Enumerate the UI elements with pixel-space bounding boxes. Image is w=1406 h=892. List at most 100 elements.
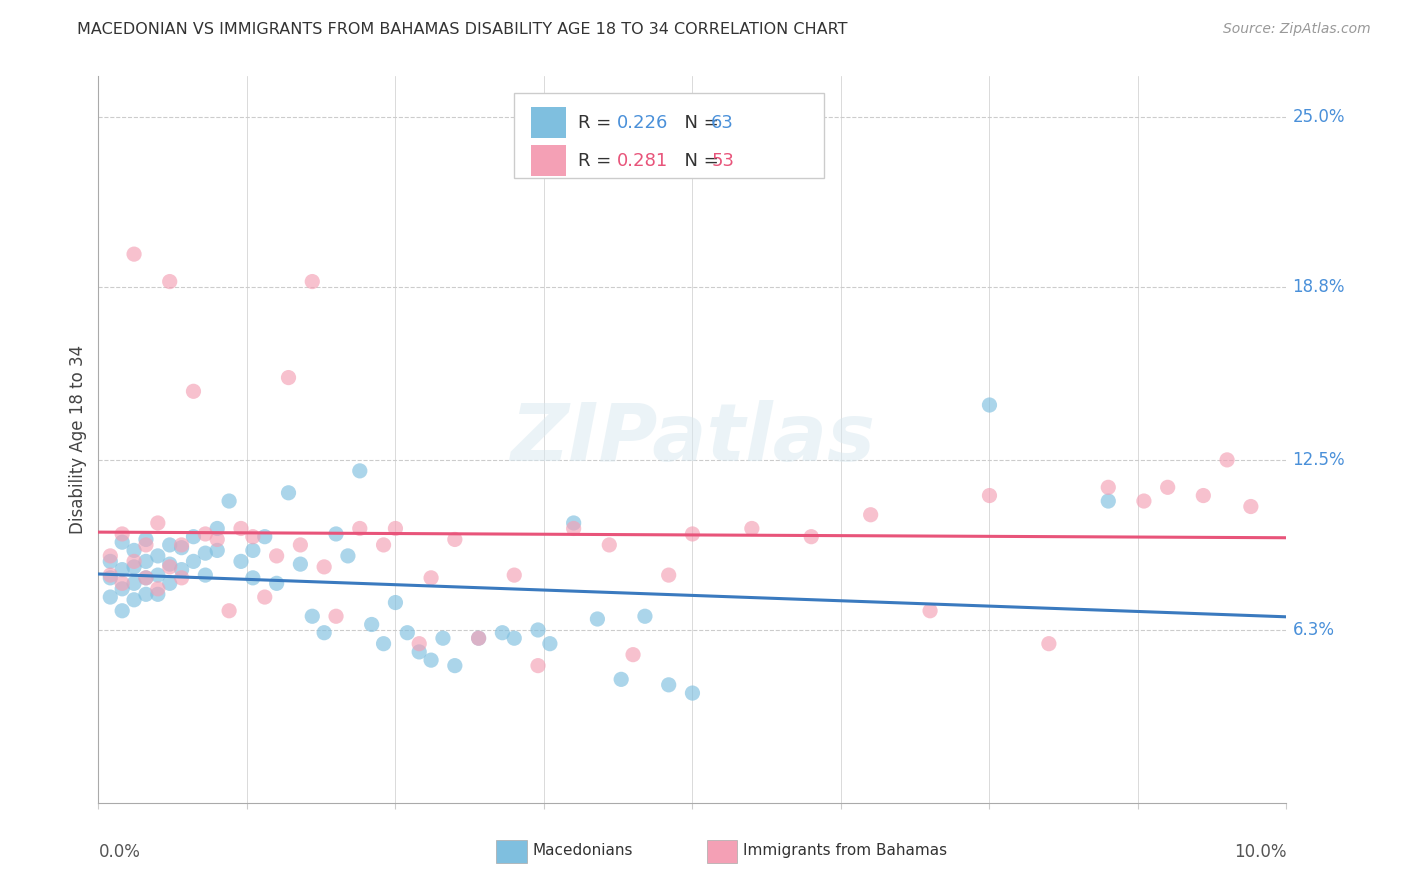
Point: [562, 521, 585, 535]
Text: Source: ZipAtlas.com: Source: ZipAtlas.com: [1223, 22, 1371, 37]
Point: [658, 568, 681, 582]
Point: [253, 530, 276, 544]
Point: [122, 554, 145, 568]
Point: [111, 582, 134, 596]
Text: 63: 63: [711, 113, 734, 131]
Point: [314, 625, 336, 640]
Text: 6.3%: 6.3%: [1292, 621, 1334, 639]
Point: [586, 612, 609, 626]
Point: [1240, 500, 1263, 514]
Text: N =: N =: [673, 152, 724, 169]
Point: [349, 464, 371, 478]
Point: [194, 527, 217, 541]
Point: [159, 275, 181, 289]
Point: [218, 494, 240, 508]
Point: [242, 543, 264, 558]
Point: [159, 557, 181, 571]
Point: [384, 521, 406, 535]
Point: [135, 538, 157, 552]
Point: [443, 658, 465, 673]
Point: [443, 533, 465, 547]
Point: [98, 571, 121, 585]
Point: [146, 516, 169, 530]
Point: [218, 604, 240, 618]
Point: [135, 571, 157, 585]
Point: [135, 554, 157, 568]
Point: [135, 587, 157, 601]
Point: [122, 592, 145, 607]
Point: [242, 530, 264, 544]
Point: [1133, 494, 1156, 508]
Point: [527, 658, 550, 673]
Point: [325, 609, 347, 624]
Point: [384, 595, 406, 609]
Point: [491, 625, 513, 640]
Point: [122, 543, 145, 558]
Point: [205, 543, 228, 558]
Point: [301, 275, 323, 289]
Point: [1216, 453, 1239, 467]
Point: [146, 549, 169, 563]
Point: [1097, 480, 1119, 494]
Point: [111, 527, 134, 541]
Text: 10.0%: 10.0%: [1234, 843, 1286, 861]
Text: R =: R =: [578, 152, 616, 169]
Point: [111, 563, 134, 577]
Point: [314, 560, 336, 574]
Point: [408, 637, 430, 651]
Point: [503, 568, 526, 582]
Point: [681, 686, 703, 700]
Point: [420, 571, 443, 585]
Text: 25.0%: 25.0%: [1292, 108, 1346, 126]
Point: [266, 549, 288, 563]
Point: [159, 576, 181, 591]
Point: [290, 538, 312, 552]
Text: Macedonians: Macedonians: [533, 844, 633, 858]
Point: [979, 489, 1001, 503]
Point: [229, 521, 252, 535]
Point: [183, 554, 205, 568]
Point: [135, 533, 157, 547]
Point: [159, 560, 181, 574]
Point: [373, 637, 395, 651]
Point: [920, 604, 942, 618]
Text: 53: 53: [711, 152, 734, 169]
Text: R =: R =: [578, 113, 616, 131]
Point: [183, 530, 205, 544]
Point: [301, 609, 323, 624]
Point: [111, 535, 134, 549]
Point: [205, 533, 228, 547]
Point: [229, 554, 252, 568]
Point: [98, 568, 121, 582]
Point: [562, 516, 585, 530]
Point: [1038, 637, 1060, 651]
Text: ZIPatlas: ZIPatlas: [510, 401, 875, 478]
Point: [122, 560, 145, 574]
Text: 0.281: 0.281: [617, 152, 668, 169]
Point: [266, 576, 288, 591]
Point: [170, 563, 193, 577]
Point: [741, 521, 763, 535]
Point: [396, 625, 419, 640]
Point: [135, 571, 157, 585]
Point: [325, 527, 347, 541]
Point: [122, 576, 145, 591]
Point: [634, 609, 657, 624]
Point: [467, 631, 489, 645]
Point: [467, 631, 489, 645]
Point: [194, 546, 217, 560]
Text: MACEDONIAN VS IMMIGRANTS FROM BAHAMAS DISABILITY AGE 18 TO 34 CORRELATION CHART: MACEDONIAN VS IMMIGRANTS FROM BAHAMAS DI…: [77, 22, 848, 37]
Point: [277, 485, 299, 500]
Point: [111, 604, 134, 618]
Text: 18.8%: 18.8%: [1292, 278, 1346, 296]
Point: [360, 617, 382, 632]
Point: [1192, 489, 1215, 503]
Point: [658, 678, 681, 692]
Point: [146, 582, 169, 596]
Point: [290, 557, 312, 571]
Text: 0.226: 0.226: [617, 113, 668, 131]
Point: [610, 673, 633, 687]
Point: [170, 541, 193, 555]
Point: [170, 571, 193, 585]
Point: [194, 568, 217, 582]
